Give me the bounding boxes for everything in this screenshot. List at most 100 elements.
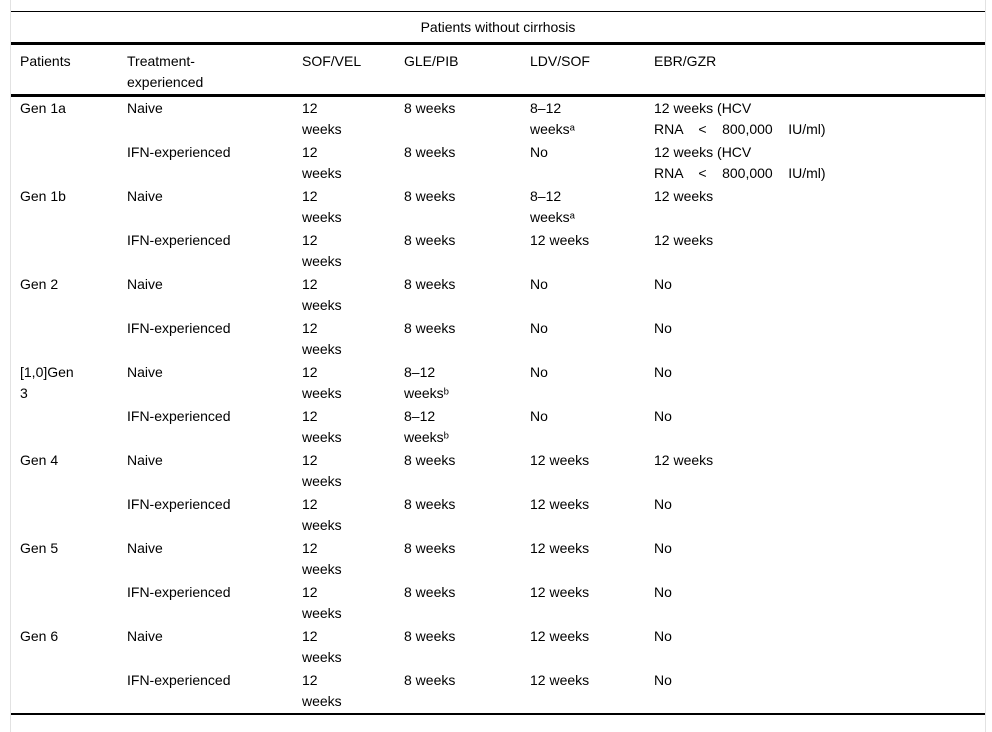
table-cell: 8 weeks bbox=[404, 232, 456, 248]
table-cell: 12 weeks bbox=[302, 232, 342, 269]
table-cell: 8 weeks bbox=[404, 144, 456, 160]
table-cell: 12 weeks (HCV RNA < 800,000 IU/ml) bbox=[654, 100, 826, 137]
table-cell: IFN-experienced bbox=[127, 144, 231, 160]
table-cell: Naive bbox=[127, 276, 163, 292]
table-row: IFN-experienced 12 weeks 8 weeks 12 weeks No bbox=[11, 581, 985, 625]
table-cell: Gen 1b bbox=[20, 188, 66, 204]
table-cell bbox=[11, 317, 118, 361]
table-cell bbox=[11, 581, 118, 625]
table-cell: No bbox=[530, 408, 548, 424]
table-cell: 8 weeks bbox=[404, 628, 456, 644]
table-cell: Gen 5 bbox=[20, 540, 59, 556]
table-cell bbox=[11, 141, 118, 185]
table-frame: Patients without cirrhosis Patients Treat… bbox=[10, 0, 986, 732]
table-cell: 12 weeks bbox=[302, 188, 342, 225]
table-cell: 12 weeks bbox=[530, 232, 590, 248]
table-row: IFN-experienced 12 weeks 8 weeks 12 weeks No bbox=[11, 493, 985, 537]
header-row: Patients Treatment- experienced SOF/VEL GLE… bbox=[11, 45, 985, 97]
table-cell: 8 weeks bbox=[404, 672, 456, 688]
table-cell: 12 weeks bbox=[530, 672, 590, 688]
table-cell: No bbox=[654, 364, 672, 380]
table-row: Gen 2 Naive 12 weeks 8 weeks No No bbox=[11, 273, 985, 317]
table-cell: 12 weeks bbox=[654, 452, 714, 468]
column-header: SOF/VEL bbox=[293, 45, 395, 97]
table-cell: No bbox=[654, 672, 672, 688]
table-row: Gen 1b Naive 12 weeks 8 weeks 8–12 weeksᵃ 12 … bbox=[11, 185, 985, 229]
table-cell: Gen 6 bbox=[20, 628, 59, 644]
table-cell: Gen 4 bbox=[20, 452, 59, 468]
table-cell: 12 weeks bbox=[302, 408, 342, 445]
table-cell: Naive bbox=[127, 540, 163, 556]
data-table: Patients Treatment- experienced SOF/VEL GLE… bbox=[11, 45, 985, 715]
column-header: LDV/SOF bbox=[521, 45, 645, 97]
table-cell: 8–12 weeksᵇ bbox=[404, 408, 449, 445]
table-cell: 8 weeks bbox=[404, 320, 456, 336]
table-cell: Naive bbox=[127, 364, 163, 380]
table-row: IFN-experienced 12 weeks 8–12 weeksᵇ No No bbox=[11, 405, 985, 449]
table-cell: 12 weeks bbox=[302, 100, 342, 137]
table-cell: No bbox=[530, 320, 548, 336]
table-cell: 12 weeks bbox=[302, 672, 342, 709]
table-cell: IFN-experienced bbox=[127, 672, 231, 688]
table-cell: 12 weeks bbox=[302, 584, 342, 621]
table-cell: No bbox=[654, 496, 672, 512]
table-cell: 8 weeks bbox=[404, 584, 456, 600]
table-row: [1,0]Gen 3 Naive 12 weeks 8–12 weeksᵇ No No bbox=[11, 361, 985, 405]
table-cell: 12 weeks bbox=[530, 584, 590, 600]
table-row: IFN-experienced 12 weeks 8 weeks No 12 weeks… bbox=[11, 141, 985, 185]
table-cell: 8 weeks bbox=[404, 540, 456, 556]
table-cell: 12 weeks bbox=[530, 540, 590, 556]
table-cell bbox=[11, 669, 118, 714]
column-header: Patients bbox=[11, 45, 118, 97]
table-cell: No bbox=[654, 320, 672, 336]
table-cell: Naive bbox=[127, 628, 163, 644]
table-cell: 12 weeks bbox=[530, 628, 590, 644]
table-row: Gen 5 Naive 12 weeks 8 weeks 12 weeks No bbox=[11, 537, 985, 581]
table-cell: No bbox=[654, 628, 672, 644]
table-cell: IFN-experienced bbox=[127, 232, 231, 248]
table-title: Patients without cirrhosis bbox=[11, 11, 985, 45]
table-cell: 12 weeks bbox=[302, 144, 342, 181]
table-row: Gen 1a Naive 12 weeks 8 weeks 8–12 weeksᵃ 12 … bbox=[11, 96, 985, 142]
table-row: Gen 4 Naive 12 weeks 8 weeks 12 weeks 12 week… bbox=[11, 449, 985, 493]
table-cell: 8 weeks bbox=[404, 496, 456, 512]
table-cell: 12 weeks bbox=[302, 452, 342, 489]
table-cell: 8–12 weeksᵃ bbox=[530, 100, 575, 137]
table-cell: No bbox=[654, 584, 672, 600]
table-cell: IFN-experienced bbox=[127, 496, 231, 512]
table-cell: 8 weeks bbox=[404, 100, 456, 116]
table-cell: No bbox=[654, 540, 672, 556]
table-cell: 12 weeks bbox=[530, 496, 590, 512]
column-header: GLE/PIB bbox=[395, 45, 521, 97]
table-cell: Naive bbox=[127, 188, 163, 204]
table-cell bbox=[11, 493, 118, 537]
table-cell: 8 weeks bbox=[404, 276, 456, 292]
table-cell: IFN-experienced bbox=[127, 408, 231, 424]
table-cell: 12 weeks (HCV RNA < 800,000 IU/ml) bbox=[654, 144, 826, 181]
table-cell: Naive bbox=[127, 100, 163, 116]
table-cell: Naive bbox=[127, 452, 163, 468]
table-cell: 8–12 weeksᵇ bbox=[404, 364, 449, 401]
table-cell: IFN-experienced bbox=[127, 584, 231, 600]
table-cell: 8 weeks bbox=[404, 452, 456, 468]
table-cell: IFN-experienced bbox=[127, 320, 231, 336]
table-cell: 12 weeks bbox=[302, 496, 342, 533]
table-cell: No bbox=[530, 364, 548, 380]
table-cell: No bbox=[530, 144, 548, 160]
table-cell bbox=[11, 405, 118, 449]
table-row: IFN-experienced 12 weeks 8 weeks 12 weeks No bbox=[11, 669, 985, 714]
table-cell: 8–12 weeksᵃ bbox=[530, 188, 575, 225]
table-cell: No bbox=[530, 276, 548, 292]
table-cell: Gen 1a bbox=[20, 100, 66, 116]
table-cell: 12 weeks bbox=[302, 320, 342, 357]
table-cell: Gen 2 bbox=[20, 276, 59, 292]
table-cell: No bbox=[654, 408, 672, 424]
table-cell: [1,0]Gen 3 bbox=[20, 364, 74, 401]
table-cell: 8 weeks bbox=[404, 188, 456, 204]
table-row: IFN-experienced 12 weeks 8 weeks 12 weeks 12… bbox=[11, 229, 985, 273]
table-body: Gen 1a Naive 12 weeks 8 weeks 8–12 weeksᵃ 12 … bbox=[11, 96, 985, 715]
table-cell: No bbox=[654, 276, 672, 292]
table-row: Gen 6 Naive 12 weeks 8 weeks 12 weeks No bbox=[11, 625, 985, 669]
table-cell: 12 weeks bbox=[302, 364, 342, 401]
